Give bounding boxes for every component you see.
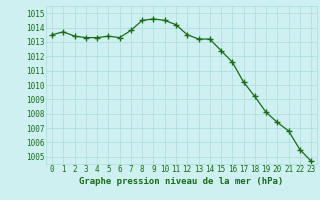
X-axis label: Graphe pression niveau de la mer (hPa): Graphe pression niveau de la mer (hPa) [79,177,284,186]
